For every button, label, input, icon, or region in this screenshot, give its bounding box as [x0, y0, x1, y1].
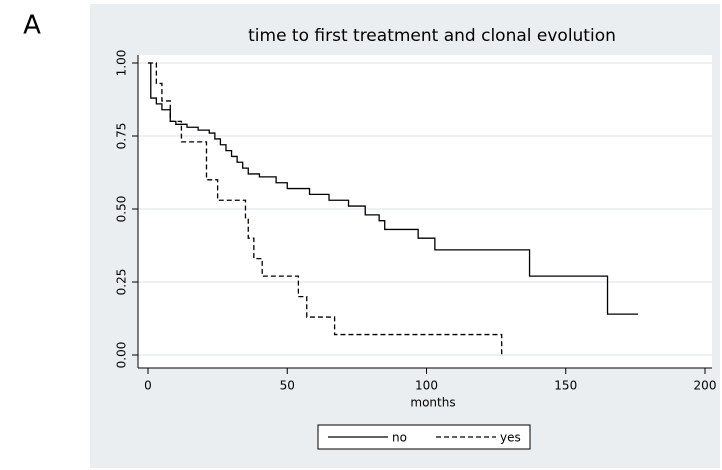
survival-line [148, 62, 503, 355]
x-axis-label: months [410, 396, 455, 410]
y-tick-label: 0.25 [115, 269, 129, 296]
x-tick-label: 0 [144, 379, 152, 393]
y-tick-label: 1.00 [115, 50, 129, 77]
x-tick-label: 150 [554, 379, 577, 393]
y-tick-label: 0.50 [115, 196, 129, 223]
x-tick-label: 50 [280, 379, 295, 393]
panel-label: A [23, 11, 41, 41]
legend-label: yes [500, 431, 521, 445]
y-tick-label: 0.00 [115, 342, 129, 369]
y-tick-label: 0.75 [115, 123, 129, 150]
survival-line [148, 62, 639, 315]
chart-title: time to first treatment and clonal evolu… [248, 26, 616, 46]
x-tick-label: 200 [694, 379, 717, 393]
x-tick-label: 100 [415, 379, 438, 393]
plot-region [138, 55, 712, 368]
legend-label: no [392, 431, 407, 445]
